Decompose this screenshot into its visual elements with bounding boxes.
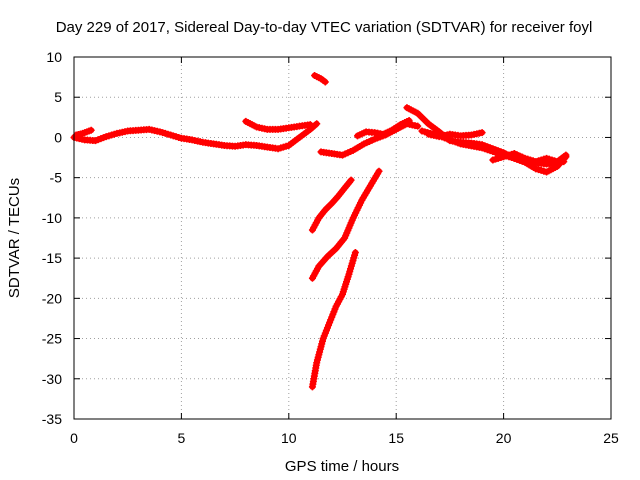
x-tick-label: 0 [70,430,78,446]
data-point-marker [321,78,329,86]
data-series-arc-7 [308,248,359,391]
data-point-marker [347,176,355,184]
data-point-marker [478,129,486,137]
data-point-marker [313,120,321,128]
data-series-arc-3 [242,117,314,133]
x-axis-label: GPS time / hours [285,458,399,475]
data-point-marker [306,121,314,129]
data-series-arc-9 [354,117,413,140]
data-series-arc-1 [70,120,321,153]
data-point-marker [87,126,95,134]
y-tick-label: -30 [42,371,62,387]
y-tick-label: -10 [42,210,62,226]
data-series-arc-6 [308,167,383,282]
data-series-arc-2 [72,126,95,139]
x-tick-label: 5 [178,430,186,446]
chart-title: Day 229 of 2017, Sidereal Day-to-day VTE… [56,19,593,36]
y-tick-label: 0 [54,129,62,145]
y-tick-label: 10 [46,49,62,65]
x-tick-label: 25 [603,430,619,446]
data-series-arc-13 [489,150,570,166]
y-axis-label: SDTVAR / TECUs [6,178,23,298]
y-tick-label: -5 [50,170,63,186]
data-point-marker [414,122,422,130]
data-series-arc-5 [308,176,355,234]
data-layer [70,72,570,391]
x-tick-label: 20 [496,430,512,446]
y-tick-label: -15 [42,250,62,266]
data-point-marker [405,117,413,125]
y-tick-label: 5 [54,89,62,105]
data-point-marker [351,248,359,256]
y-tick-label: -35 [42,411,62,427]
plot-frame [73,56,612,420]
x-tick-label: 15 [388,430,404,446]
data-point-marker [562,151,570,159]
x-tick-label: 10 [281,430,297,446]
data-series-arc-4 [311,72,329,86]
y-tick-label: -25 [42,331,62,347]
y-tick-label: -20 [42,290,62,306]
data-point-marker [375,167,383,175]
